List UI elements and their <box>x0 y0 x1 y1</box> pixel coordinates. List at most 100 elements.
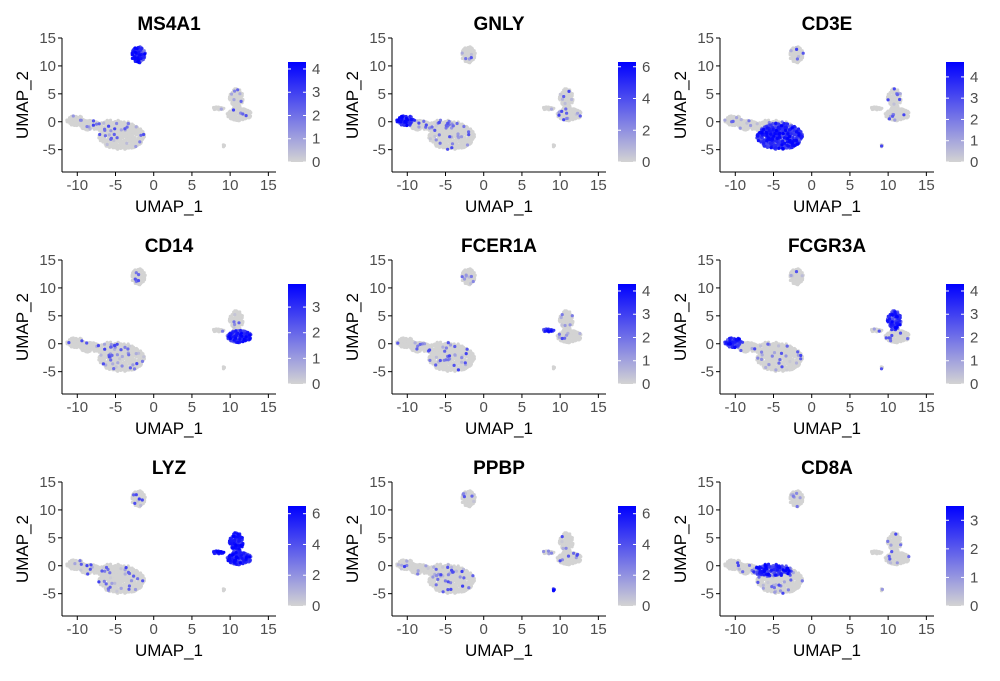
cell-point <box>105 142 109 147</box>
cell-point <box>442 132 447 137</box>
cell-point <box>791 46 795 50</box>
cell-point <box>417 121 421 125</box>
cell-point <box>769 132 773 136</box>
cell-point <box>112 132 116 137</box>
cell-point <box>238 95 242 99</box>
cell-point <box>126 122 130 126</box>
cell-point <box>783 128 788 133</box>
cell-point <box>894 104 898 108</box>
cell-point <box>789 132 793 136</box>
cell-point <box>98 137 102 141</box>
cell-point <box>466 139 471 143</box>
cell-point <box>234 102 238 106</box>
cell-point <box>762 120 766 124</box>
cell-point <box>125 125 129 129</box>
cell-point <box>90 346 94 350</box>
cell-point <box>234 108 238 112</box>
cell-point <box>408 115 412 119</box>
cell-point <box>84 348 88 353</box>
cell-point <box>446 121 450 125</box>
cell-point <box>123 139 127 143</box>
legend-tick-label: 0 <box>642 154 650 171</box>
x-tick-label: 5 <box>188 177 196 194</box>
cell-point <box>769 146 773 150</box>
cell-point <box>765 139 769 143</box>
cell-point <box>567 89 571 93</box>
cell-point <box>134 346 138 351</box>
y-tick-label: 5 <box>48 86 56 103</box>
x-tick-label: 10 <box>552 177 569 194</box>
cell-point <box>756 139 760 143</box>
legend-tick-label: 4 <box>970 69 978 86</box>
cell-point <box>770 141 774 145</box>
cell-point <box>131 347 135 351</box>
cell-point <box>438 141 442 145</box>
cell-point <box>136 60 140 64</box>
cell-point <box>137 364 141 368</box>
cell-point <box>65 120 69 124</box>
cell-point <box>138 53 142 57</box>
cell-point <box>801 51 805 55</box>
cell-point <box>142 132 146 137</box>
cell-point <box>131 125 135 129</box>
cell-point <box>434 124 438 128</box>
cell-point <box>459 135 464 139</box>
cell-point <box>134 133 138 137</box>
cell-point <box>762 127 766 132</box>
cell-point <box>107 124 111 128</box>
cell-point <box>758 121 762 125</box>
cell-point <box>786 136 790 141</box>
cell-point <box>402 123 406 127</box>
cell-point <box>898 109 903 113</box>
cell-point <box>130 134 134 138</box>
feature-panel-1: GNLY -10 -5 0 5 10 15 -5 0 5 10 15 UMAP_1 UMAP_2 0 2 4 6 <box>330 0 660 222</box>
cell-point <box>782 136 786 140</box>
cell-point <box>463 46 467 50</box>
cell-point <box>433 134 437 138</box>
cell-point <box>457 143 461 147</box>
cell-point <box>557 96 561 101</box>
cell-point <box>100 356 104 360</box>
cell-point <box>113 135 117 139</box>
cell-point <box>788 134 792 139</box>
cell-point <box>892 87 896 91</box>
cell-point <box>450 132 454 137</box>
cell-point <box>113 127 117 131</box>
cell-point <box>94 122 99 126</box>
cell-point <box>442 142 446 147</box>
cell-point <box>567 99 571 103</box>
cell-point <box>448 142 452 146</box>
cell-point <box>241 112 245 116</box>
plot-title: CD3E <box>802 14 853 35</box>
cell-point <box>72 342 77 347</box>
cell-point <box>236 326 240 330</box>
cell-point <box>109 129 113 133</box>
cell-point <box>906 115 910 119</box>
cell-point <box>885 113 889 117</box>
cell-point <box>236 116 240 120</box>
cell-point <box>784 125 788 129</box>
cell-point <box>788 53 793 57</box>
cell-point <box>796 61 800 65</box>
cell-point <box>453 147 457 151</box>
cell-point <box>400 115 404 119</box>
cell-point <box>221 143 225 147</box>
cell-point <box>427 134 431 138</box>
cell-point <box>785 122 790 126</box>
cell-point <box>895 99 899 103</box>
cell-point <box>739 118 743 122</box>
cell-point <box>409 117 413 122</box>
y-tick-label: -5 <box>373 142 386 159</box>
cell-point <box>465 127 469 131</box>
feature-plot-svg: MS4A1-10 -5 0 5 10 15-5051015UMAP_1UMAP_20123… <box>13 14 320 216</box>
x-axis-title: UMAP_1 <box>793 197 861 216</box>
cell-point <box>134 144 138 149</box>
cell-point <box>464 57 468 61</box>
cell-point <box>565 116 569 121</box>
cell-point <box>465 143 470 147</box>
cell-point <box>769 123 773 127</box>
cell-point <box>125 141 129 145</box>
cell-point <box>794 138 798 142</box>
cell-point <box>103 356 107 360</box>
cell-point <box>91 341 96 345</box>
